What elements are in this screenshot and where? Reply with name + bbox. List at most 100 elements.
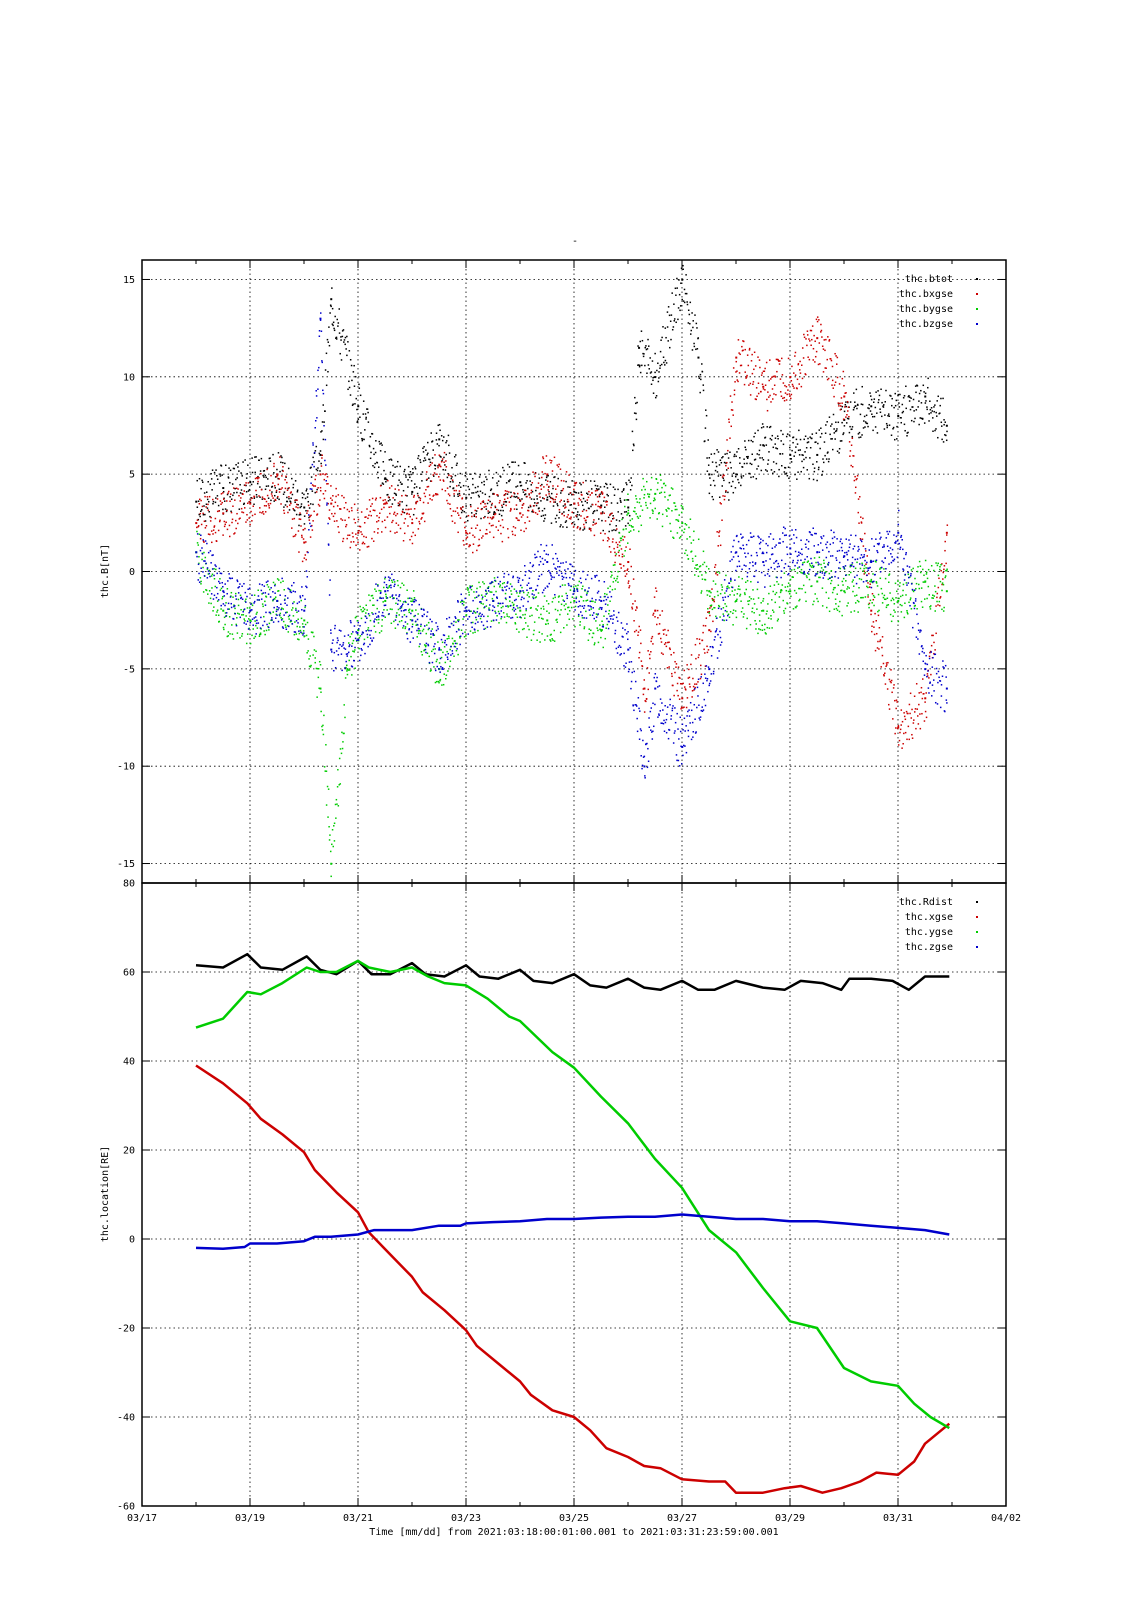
data-point <box>665 362 668 364</box>
data-point <box>686 303 689 306</box>
data-point <box>867 425 869 428</box>
data-point <box>899 582 901 584</box>
data-point <box>707 464 710 466</box>
data-point <box>793 589 796 592</box>
data-point <box>402 508 404 511</box>
y-tick-label: 5 <box>129 470 135 481</box>
data-point <box>697 575 700 578</box>
data-point <box>346 354 348 357</box>
data-point <box>788 393 791 395</box>
data-point <box>509 479 511 481</box>
data-point <box>916 570 919 573</box>
data-point <box>213 606 215 608</box>
data-point <box>818 466 820 469</box>
data-point <box>439 479 442 481</box>
data-point <box>735 360 738 363</box>
data-point <box>830 582 832 585</box>
data-point <box>292 590 295 592</box>
data-point <box>854 401 856 403</box>
data-point <box>319 450 322 452</box>
data-point <box>285 628 288 631</box>
data-point <box>925 400 927 402</box>
data-point <box>861 562 863 565</box>
data-point <box>278 478 280 480</box>
data-point <box>367 545 370 548</box>
data-point <box>588 628 590 630</box>
data-point <box>263 504 266 507</box>
data-point <box>493 577 496 579</box>
data-point <box>378 618 380 621</box>
data-point <box>695 683 698 685</box>
data-point <box>942 583 945 586</box>
data-point <box>292 486 294 489</box>
data-point <box>758 628 760 630</box>
data-point <box>629 530 632 532</box>
data-point-anchor <box>357 405 360 408</box>
data-point <box>345 660 347 663</box>
data-point <box>634 600 636 602</box>
data-point <box>423 609 425 611</box>
data-point <box>393 511 396 514</box>
data-point <box>520 598 523 601</box>
data-point <box>410 597 413 600</box>
data-point <box>580 491 583 493</box>
data-point <box>308 514 310 516</box>
data-point <box>295 620 298 622</box>
data-point <box>482 500 485 502</box>
data-point <box>325 473 327 475</box>
data-point <box>770 378 772 380</box>
data-point <box>324 473 326 476</box>
data-point <box>401 501 403 503</box>
data-point <box>819 576 821 579</box>
data-point <box>564 503 566 505</box>
data-point <box>831 384 833 386</box>
data-point <box>727 613 730 616</box>
data-point <box>334 501 337 504</box>
data-point <box>922 384 925 387</box>
data-point <box>205 589 208 592</box>
data-point <box>422 501 425 504</box>
data-point <box>246 595 248 598</box>
data-point <box>562 526 564 528</box>
data-point <box>751 372 754 375</box>
data-point <box>614 488 616 491</box>
data-point <box>875 391 877 393</box>
data-point <box>884 598 887 601</box>
data-point <box>848 431 851 434</box>
data-point <box>857 498 860 500</box>
data-point <box>877 390 879 392</box>
data-point <box>660 339 662 341</box>
data-point <box>749 462 751 465</box>
data-point <box>875 561 877 563</box>
data-point <box>456 648 458 650</box>
data-point <box>200 509 203 511</box>
data-point <box>670 653 672 656</box>
data-point <box>545 623 547 626</box>
data-point <box>488 511 491 513</box>
data-point <box>538 507 540 509</box>
data-point <box>237 522 239 525</box>
data-point <box>677 318 679 321</box>
data-point <box>472 612 474 615</box>
data-point <box>941 438 943 441</box>
data-point <box>353 659 355 662</box>
data-point <box>898 597 900 600</box>
data-point <box>793 455 795 457</box>
data-point <box>466 519 469 522</box>
data-point <box>414 483 416 485</box>
data-point <box>196 479 198 482</box>
data-point <box>490 524 493 527</box>
data-point <box>210 478 213 480</box>
data-point <box>594 490 597 492</box>
data-point <box>594 484 597 487</box>
data-point <box>362 400 365 402</box>
data-point <box>467 588 469 590</box>
data-point <box>450 622 453 625</box>
data-point <box>548 612 550 614</box>
data-point <box>269 457 271 459</box>
data-point <box>222 492 224 494</box>
data-point <box>884 577 887 580</box>
data-point <box>462 624 465 626</box>
data-point <box>319 664 322 666</box>
data-point <box>291 609 293 611</box>
